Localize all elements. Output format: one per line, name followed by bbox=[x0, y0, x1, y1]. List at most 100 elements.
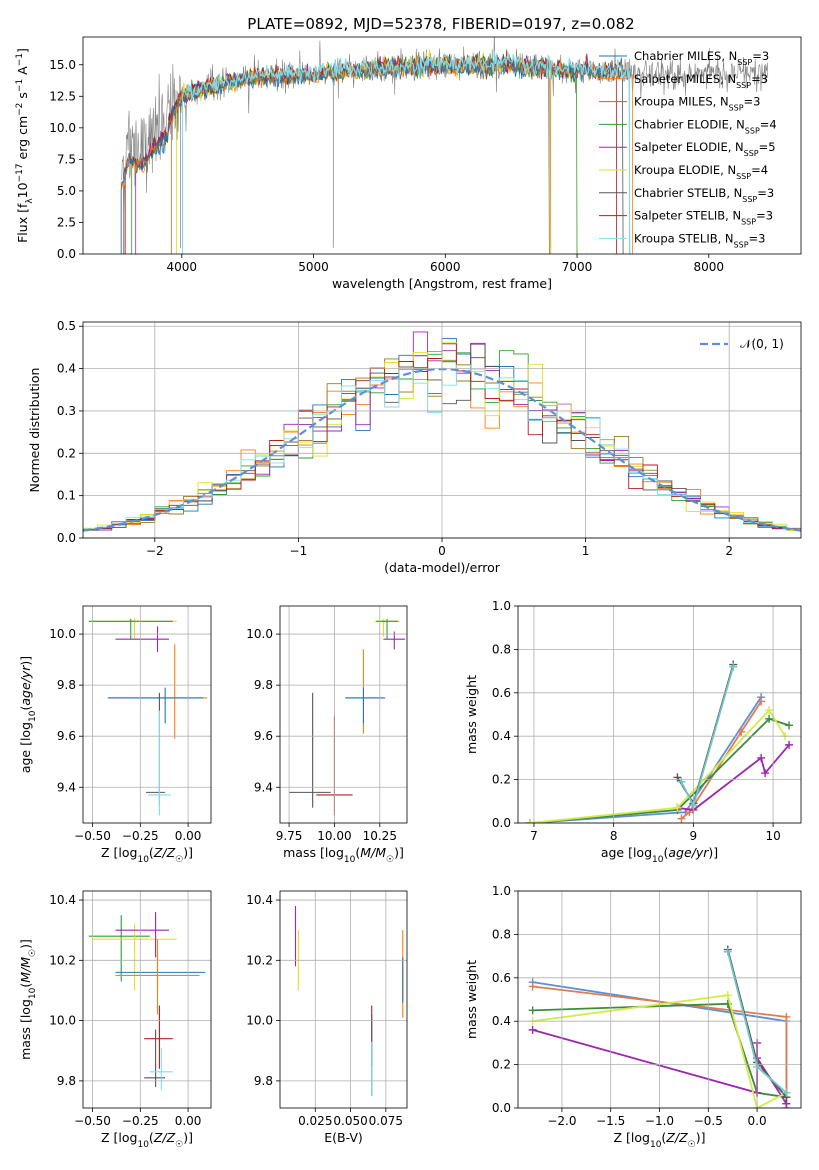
normal-legend-label: 𝒩(0, 1) bbox=[740, 337, 784, 351]
y-tick-label: 9.6 bbox=[57, 729, 76, 743]
y-tick-label: 0.6 bbox=[492, 971, 511, 985]
weight-marker bbox=[528, 1025, 537, 1034]
x-tick-label: −2 bbox=[146, 544, 164, 558]
y-tick-label: 0.2 bbox=[57, 446, 76, 460]
y-tick-label: 0.2 bbox=[492, 1058, 511, 1072]
x-tick-label: −0.50 bbox=[74, 829, 111, 843]
y-tick-label: 12.5 bbox=[49, 89, 76, 103]
y-tick-label: 0.5 bbox=[57, 319, 76, 333]
weight-marker bbox=[782, 1012, 791, 1021]
y-tick-label: 10.4 bbox=[246, 893, 273, 907]
x-tick-label: 4000 bbox=[167, 260, 198, 274]
x-tick-label: 0.00 bbox=[175, 1114, 202, 1128]
x-tick-label: 9.75 bbox=[276, 829, 303, 843]
x-tick-label: −2.0 bbox=[547, 1114, 576, 1128]
y-tick-label: 10.4 bbox=[49, 893, 76, 907]
x-tick-label: 5000 bbox=[298, 260, 329, 274]
x-axis-label: Z [log10(Z/Z☉)] bbox=[614, 1130, 706, 1150]
axes-frame bbox=[517, 605, 802, 824]
y-tick-label: 10.0 bbox=[49, 627, 76, 641]
x-tick-label: −1 bbox=[290, 544, 308, 558]
plot-area-age_vs_mass bbox=[289, 618, 406, 816]
x-tick-label: −1.0 bbox=[645, 1114, 674, 1128]
plot-area-mass_vs_ebv bbox=[294, 906, 404, 1096]
axes-mass_vs_ebv: 0.025 0.050 0.075 9.8 10.0 10.2 10.4 E(B-V) bbox=[246, 890, 408, 1145]
plot-area-age_vs_Z bbox=[88, 618, 208, 816]
weight-marker bbox=[677, 814, 686, 823]
model-spectrum-8 bbox=[181, 51, 631, 254]
y-tick-label: 15.0 bbox=[49, 58, 76, 72]
weight-marker bbox=[765, 706, 774, 715]
x-tick-label: 6000 bbox=[430, 260, 461, 274]
y-tick-label: 0.0 bbox=[492, 816, 511, 830]
x-tick-label: 10 bbox=[765, 829, 780, 843]
x-tick-label: 7 bbox=[530, 829, 538, 843]
y-tick-label: 2.5 bbox=[57, 215, 76, 229]
x-tick-label: 10.25 bbox=[363, 829, 397, 843]
y-axis-label: age [log10(age/yr)] bbox=[18, 656, 38, 773]
y-axis-label: mass weight bbox=[464, 675, 479, 754]
y-tick-label: 0.4 bbox=[57, 362, 76, 376]
x-axis-label: age [log10(age/yr)] bbox=[601, 845, 718, 865]
y-axis-label: mass weight bbox=[464, 960, 479, 1039]
axes-frame bbox=[82, 890, 212, 1109]
x-axis-label: E(B-V) bbox=[324, 1130, 363, 1145]
y-tick-label: 9.4 bbox=[57, 780, 76, 794]
x-tick-label: −0.50 bbox=[74, 1114, 111, 1128]
figure-title: PLATE=0892, MJD=52378, FIBERID=0197, z=0… bbox=[247, 15, 634, 33]
x-tick-label: 0 bbox=[438, 544, 446, 558]
weight-line-2 bbox=[529, 717, 790, 823]
axes-frame bbox=[279, 605, 408, 824]
x-tick-label: −0.25 bbox=[122, 1114, 159, 1128]
y-tick-label: 9.8 bbox=[254, 678, 273, 692]
axes-frame bbox=[82, 36, 802, 255]
weight-marker bbox=[723, 991, 732, 1000]
x-tick-label: −1.5 bbox=[596, 1114, 625, 1128]
y-axis-label: Normed distribution bbox=[27, 368, 42, 493]
y-tick-label: 9.4 bbox=[254, 780, 273, 794]
axes-frame bbox=[82, 605, 212, 824]
y-tick-label: 0.8 bbox=[492, 642, 511, 656]
weight-marker bbox=[765, 714, 774, 723]
weight-marker bbox=[757, 697, 766, 706]
x-tick-label: −0.5 bbox=[694, 1114, 723, 1128]
weight-marker bbox=[528, 982, 537, 991]
x-axis-label: (data-model)/error bbox=[384, 560, 501, 575]
x-tick-label: −0.25 bbox=[122, 829, 159, 843]
y-tick-label: 0.2 bbox=[492, 773, 511, 787]
y-tick-label: 0.4 bbox=[492, 1014, 511, 1028]
y-axis-label: Flux [fλ10−17 erg cm−2 s−1 A−1] bbox=[15, 48, 35, 243]
y-tick-label: 10.0 bbox=[49, 1014, 76, 1028]
y-tick-label: 0.0 bbox=[492, 1101, 511, 1115]
axes-mass_vs_Z: −0.50 −0.25 0.00 9.8 10.0 10.2 10.4 Z [log10(Z/… bbox=[18, 890, 212, 1150]
legend-entry: Kroupa STELIB, NSSP=3 bbox=[634, 231, 765, 249]
x-tick-label: 0.0 bbox=[748, 1114, 767, 1128]
x-tick-label: 7000 bbox=[562, 260, 593, 274]
legend-entry: Salpeter MILES, NSSP=3 bbox=[634, 72, 768, 90]
weight-marker bbox=[673, 773, 682, 782]
y-tick-label: 9.6 bbox=[254, 729, 273, 743]
axes-age_vs_Z: −0.50 −0.25 0.00 9.4 9.6 9.8 10.0 Z [log10(Z/Z☉… bbox=[18, 605, 212, 865]
x-tick-label: 8000 bbox=[694, 260, 725, 274]
y-tick-label: 9.8 bbox=[254, 1074, 273, 1088]
legend-entry: Chabrier MILES, NSSP=3 bbox=[634, 49, 769, 67]
weight-marker bbox=[757, 753, 766, 762]
axes-age_vs_mass: 9.75 10.00 10.25 9.4 9.6 9.8 10.0 mass [log10(M… bbox=[246, 605, 408, 865]
y-tick-label: 9.8 bbox=[57, 678, 76, 692]
y-tick-label: 10.2 bbox=[246, 953, 273, 967]
y-tick-label: 10.0 bbox=[246, 627, 273, 641]
y-tick-label: 7.5 bbox=[57, 152, 76, 166]
legend-entry: Chabrier STELIB, NSSP=3 bbox=[634, 186, 774, 204]
weight-marker bbox=[677, 777, 686, 786]
x-axis-label: Z [log10(Z/Z☉)] bbox=[101, 845, 193, 865]
weight-marker bbox=[528, 1006, 537, 1015]
weight-marker bbox=[785, 721, 794, 730]
y-tick-label: 1.0 bbox=[492, 884, 511, 898]
axes-frame bbox=[279, 890, 408, 1109]
x-axis-label: wavelength [Angstrom, rest frame] bbox=[332, 276, 552, 291]
x-tick-label: 2 bbox=[725, 544, 733, 558]
plot-area-mass_vs_Z bbox=[88, 912, 206, 1090]
y-tick-label: 5.0 bbox=[57, 184, 76, 198]
x-tick-label: 0.025 bbox=[298, 1114, 332, 1128]
x-tick-label: 9 bbox=[690, 829, 698, 843]
